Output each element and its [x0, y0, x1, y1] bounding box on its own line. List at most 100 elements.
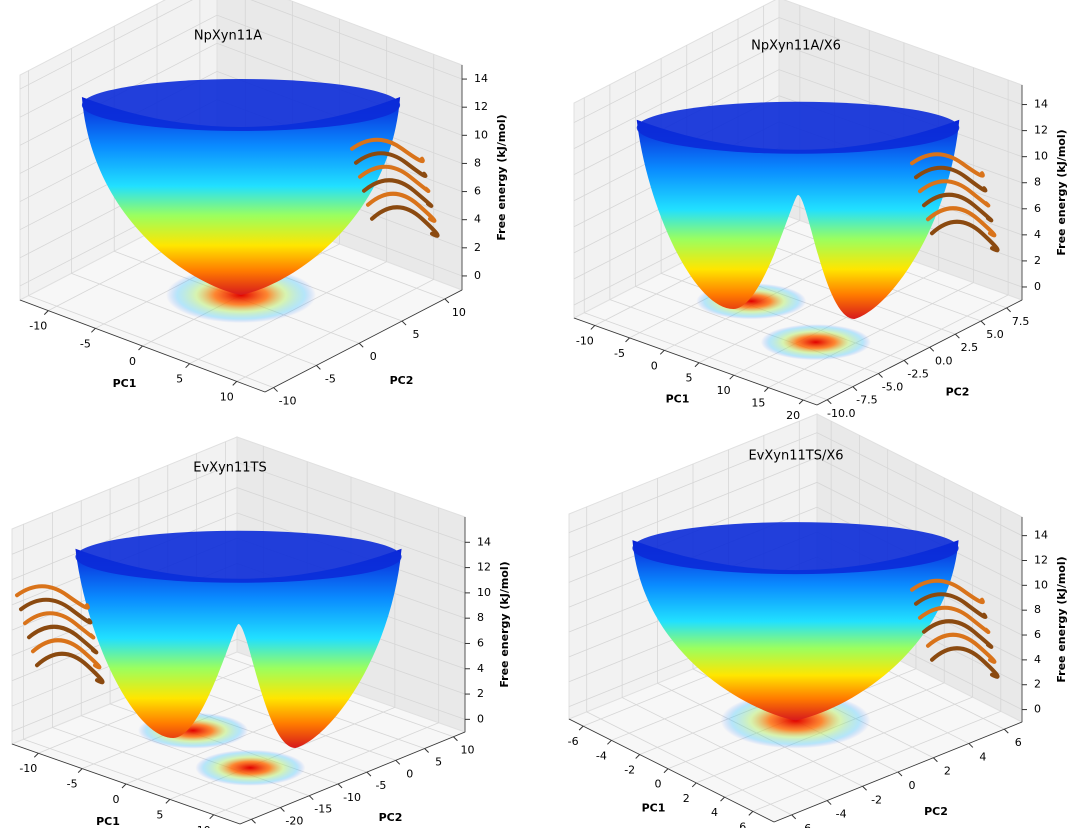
surface-rim: [81, 79, 401, 131]
y-tick-label: -6: [800, 822, 811, 828]
x-tick: [607, 739, 612, 745]
grid-line: [573, 43, 1023, 149]
z-axis-label: Free energy (kJ/mol): [495, 114, 508, 240]
grid-line: [635, 286, 879, 374]
y-axis: [264, 289, 463, 393]
protein-strand: [27, 624, 99, 655]
x-tick: [121, 783, 127, 789]
x-tick-label: -5: [614, 347, 625, 360]
z-tick-label: 4: [1034, 653, 1041, 666]
y-tick: [280, 807, 285, 812]
y-tick-label: -25: [257, 826, 275, 828]
x-tick: [635, 754, 641, 759]
z-tick-label: 6: [474, 185, 481, 198]
grid-line: [584, 312, 828, 401]
z-tick-label: 4: [1034, 228, 1041, 241]
z-axis-label: Free energy (kJ/mol): [1055, 129, 1068, 255]
x-tick-label: -10: [29, 320, 47, 333]
y-tick: [980, 320, 986, 326]
x-tick: [659, 349, 665, 355]
protein-strand: [370, 205, 440, 238]
z-tick-label: 4: [474, 213, 481, 226]
grid-line: [52, 727, 281, 808]
x-tick-label: 5: [156, 808, 163, 821]
protein-structure: [15, 584, 105, 685]
protein-strand: [922, 192, 994, 223]
x-tick: [798, 399, 804, 405]
protein-strand: [358, 164, 431, 193]
z-tick-label: 6: [1034, 202, 1041, 215]
x-tick: [43, 310, 49, 315]
z-tick-label: 8: [474, 156, 481, 169]
x-tick: [138, 345, 143, 351]
y-tick-label: -20: [285, 814, 303, 827]
y-axis-label: PC2: [379, 811, 403, 824]
z-tick-label: 10: [1034, 578, 1048, 591]
y-tick: [401, 320, 407, 326]
x-axis-label: PC1: [642, 802, 666, 815]
grid-line: [71, 273, 317, 366]
surface-rim: [75, 530, 402, 583]
z-tick-label: 0: [477, 712, 484, 725]
z-axis-label: Free energy (kJ/mol): [498, 561, 511, 687]
grid-line: [11, 461, 466, 555]
y-tick-label: -10.0: [827, 407, 855, 420]
z-tick-label: 6: [1034, 628, 1041, 641]
x-tick: [77, 768, 83, 773]
x-tick-label: -6: [568, 735, 579, 748]
x-tick: [625, 337, 630, 343]
x-tick-label: 5: [685, 372, 692, 385]
y-tick-label: 5: [413, 328, 420, 341]
y-axis-label: PC2: [946, 386, 970, 399]
panel: -10 -5 0 5 10 -10 -5 0 5 10 0 2 4 6 8 10 12 14 NpXyn11A PC1…: [18, 0, 508, 408]
z-tick-label: 2: [1034, 254, 1041, 267]
grid-line: [19, 14, 463, 118]
x-tick-label: 4: [711, 806, 718, 819]
x-tick-label: -5: [80, 337, 91, 350]
grid-line: [23, 738, 252, 820]
protein-strand: [918, 605, 991, 634]
x-tick-label: -10: [19, 762, 37, 775]
grid-line: [609, 299, 854, 388]
y-tick-label: 0: [909, 779, 916, 792]
energy-surface: [632, 540, 959, 721]
y-tick-label: -5: [375, 779, 386, 792]
z-tick-label: 8: [1034, 603, 1041, 616]
y-tick-label: 5: [435, 756, 442, 769]
chart-title: EvXyn11TS/X6: [748, 449, 843, 464]
x-tick: [185, 363, 190, 369]
protein-strand: [914, 592, 988, 620]
x-tick-label: 0: [651, 359, 658, 372]
y-tick-label: 10: [452, 306, 466, 319]
y-tick: [852, 386, 858, 391]
z-tick-label: 2: [477, 687, 484, 700]
y-tick: [878, 373, 883, 378]
z-tick-label: 8: [477, 611, 484, 624]
z-tick-label: 4: [477, 662, 484, 675]
energy-surface: [75, 548, 402, 748]
protein-structure: [910, 152, 1000, 253]
protein-structure: [910, 578, 1000, 679]
y-tick-label: 4: [979, 750, 986, 763]
protein-strand: [15, 584, 90, 610]
protein-strand: [930, 219, 1000, 253]
scatter-cloud: [760, 324, 871, 361]
z-axis-label: Free energy (kJ/mol): [1055, 556, 1068, 682]
y-tick: [316, 365, 321, 370]
z-tick-label: 8: [1034, 176, 1041, 189]
chart-title: EvXyn11TS: [193, 461, 266, 476]
z-tick-label: 14: [1034, 529, 1048, 542]
grid-line: [586, 711, 792, 816]
y-tick-label: 2.5: [961, 341, 979, 354]
x-tick-label: -2: [624, 764, 635, 777]
protein-strand: [354, 151, 428, 179]
y-tick-label: -10: [343, 791, 361, 804]
y-tick: [424, 748, 429, 753]
chart-title: NpXyn11A/X6: [751, 39, 841, 54]
y-tick: [826, 399, 832, 405]
x-tick: [590, 325, 596, 330]
protein-strand: [930, 646, 1000, 679]
grid-line: [28, 295, 274, 388]
z-tick-label: 12: [474, 100, 488, 113]
